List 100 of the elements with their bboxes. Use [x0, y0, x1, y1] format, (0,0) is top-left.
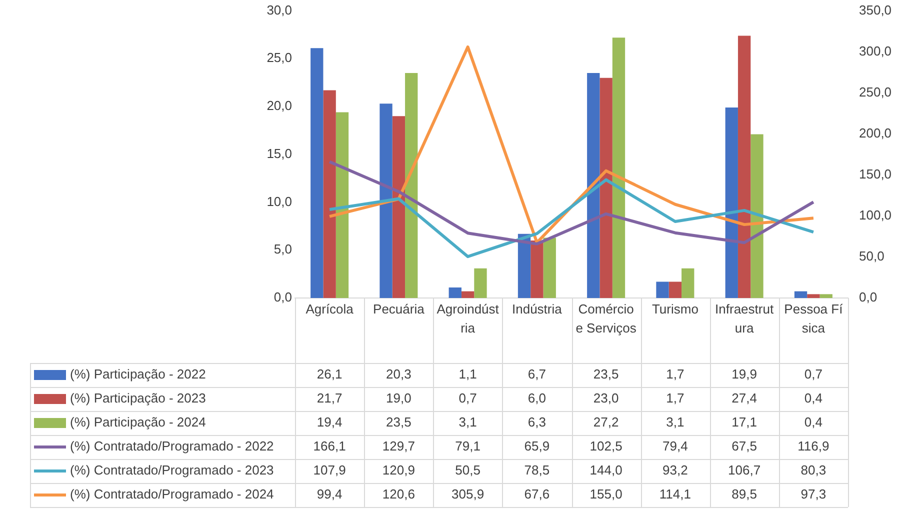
data-label: 27,2	[593, 414, 619, 430]
data-label: 0,4	[804, 390, 822, 406]
data-label: 1,7	[666, 366, 684, 382]
data-label: 102,5	[590, 438, 622, 454]
data-label: 3,1	[458, 414, 477, 430]
data-label: 67,5	[732, 438, 757, 454]
data-label: 27,4	[732, 390, 757, 406]
bar	[530, 240, 544, 298]
data-label: 80,3	[800, 462, 826, 478]
y2-tick-label: 200,0	[859, 125, 892, 140]
bar	[668, 282, 682, 298]
bar	[323, 90, 336, 298]
data-label: 19,0	[386, 390, 412, 406]
x-tick-label: Turismo	[652, 302, 698, 317]
data-label: 166,1	[313, 438, 346, 454]
data-label: 3,1	[666, 414, 684, 430]
data-label: 50,5	[455, 462, 480, 478]
legend-label: (%) Contratado/Programado - 2024	[70, 486, 274, 502]
bar	[820, 294, 832, 298]
data-label: 6,0	[528, 390, 546, 406]
data-label: 114,1	[659, 486, 691, 502]
bar	[392, 116, 406, 298]
y2-tick-label: 50,0	[859, 248, 884, 264]
data-label: 19,9	[732, 366, 757, 382]
bar	[738, 36, 751, 298]
data-label: 6,3	[528, 414, 546, 430]
data-label: 97,3	[800, 486, 826, 502]
bar	[600, 78, 612, 298]
data-label: 6,7	[528, 366, 546, 382]
bar	[682, 268, 694, 298]
legend-label: (%) Participação - 2024	[70, 414, 206, 430]
data-label: 89,5	[732, 486, 757, 502]
bar	[461, 291, 474, 298]
y2-tick-label: 100,0	[859, 208, 892, 223]
data-label: 107,9	[313, 462, 346, 478]
data-label: 23,5	[386, 414, 412, 430]
y2-tick-label: 300,0	[859, 43, 892, 58]
data-label: 26,1	[316, 366, 342, 382]
bar	[725, 107, 738, 298]
legend-label: (%) Contratado/Programado - 2023	[70, 462, 274, 478]
data-label: 65,9	[524, 438, 550, 454]
data-label: 78,5	[524, 462, 550, 478]
bar	[656, 282, 669, 298]
y-tick-label: 5,0	[274, 242, 292, 257]
data-label: 144,0	[590, 462, 622, 478]
data-label: 17,1	[732, 414, 757, 430]
data-label: 0,7	[804, 366, 822, 382]
data-label: 79,4	[662, 438, 688, 454]
bar	[474, 268, 487, 298]
data-label: 120,9	[382, 462, 415, 478]
x-tick-label: Infraestrutura	[715, 302, 774, 336]
data-label: 20,3	[386, 366, 412, 382]
data-label: 21,7	[316, 390, 342, 406]
data-label: 23,0	[593, 390, 619, 406]
bar	[794, 291, 808, 298]
data-label: 93,2	[662, 462, 688, 478]
y-tick-label: 20,0	[266, 98, 292, 114]
bar	[380, 104, 392, 298]
bar	[612, 38, 626, 298]
y2-tick-label: 0,0	[859, 290, 878, 305]
y2-tick-label: 150,0	[859, 166, 892, 182]
x-tick-label: Comércio e Serviços	[576, 302, 637, 336]
data-label: 0,7	[458, 390, 477, 406]
y2-tick-label: 250,0	[859, 84, 892, 100]
y-tick-label: 15,0	[266, 146, 292, 161]
y-tick-label: 30,0	[266, 2, 292, 18]
bar	[750, 134, 764, 298]
x-tick-label: Agroindústria	[436, 302, 500, 336]
bar	[587, 73, 600, 298]
x-tick-label: Pecuária	[373, 302, 426, 317]
data-label: 19,4	[316, 414, 342, 430]
data-label: 0,4	[804, 414, 822, 430]
x-tick-label: Indústria	[512, 302, 563, 317]
bar	[543, 238, 556, 298]
x-tick-label: Agrícola	[306, 302, 354, 317]
data-label: 155,0	[590, 486, 622, 502]
y-tick-label: 10,0	[266, 194, 292, 209]
y-tick-label: 0,0	[274, 290, 292, 305]
bar	[807, 294, 820, 298]
legend-label: (%) Contratado/Programado - 2022	[70, 438, 274, 454]
bar	[310, 48, 324, 298]
bar	[448, 287, 462, 298]
data-label: 129,7	[382, 438, 415, 454]
bar	[405, 73, 418, 298]
data-label: 106,7	[728, 462, 761, 478]
bar	[336, 112, 349, 298]
data-label: 1,7	[666, 390, 684, 406]
data-label: 120,6	[382, 486, 415, 502]
data-label: 79,1	[455, 438, 480, 454]
data-label: 116,9	[798, 438, 830, 454]
data-label: 23,5	[593, 366, 619, 382]
data-label: 305,9	[452, 486, 484, 502]
data-label: 1,1	[458, 366, 477, 382]
data-label: 67,6	[524, 486, 550, 502]
legend-label: (%) Participação - 2022	[70, 366, 206, 382]
y2-tick-label: 350,0	[859, 2, 892, 18]
legend-label: (%) Participação - 2023	[70, 390, 206, 406]
x-tick-label: Pessoa Física	[784, 302, 844, 336]
y-tick-label: 25,0	[266, 50, 292, 66]
data-label: 99,4	[316, 486, 342, 502]
